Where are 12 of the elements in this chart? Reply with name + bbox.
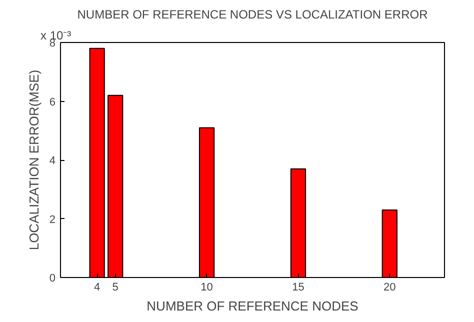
y-tick-label: 0 [49, 272, 56, 284]
y-tick-label: 6 [49, 96, 56, 108]
x-tick-label: 10 [200, 282, 213, 294]
x-axis-title: NUMBER OF REFERENCE NODES [146, 298, 359, 314]
x-tick-label: 4 [94, 282, 100, 294]
x-tick-label: 5 [112, 282, 118, 294]
y-axis-title: LOCALIZATION ERROR(MSE) [26, 70, 42, 250]
y-tick-label: 4 [49, 155, 56, 167]
chart-title: NUMBER OF REFERENCE NODES VS LOCALIZATION ERROR [77, 8, 428, 22]
x-tick-label: 20 [384, 282, 396, 294]
y-tick-label: 2 [49, 214, 56, 226]
x-tick-label: 15 [292, 282, 304, 294]
